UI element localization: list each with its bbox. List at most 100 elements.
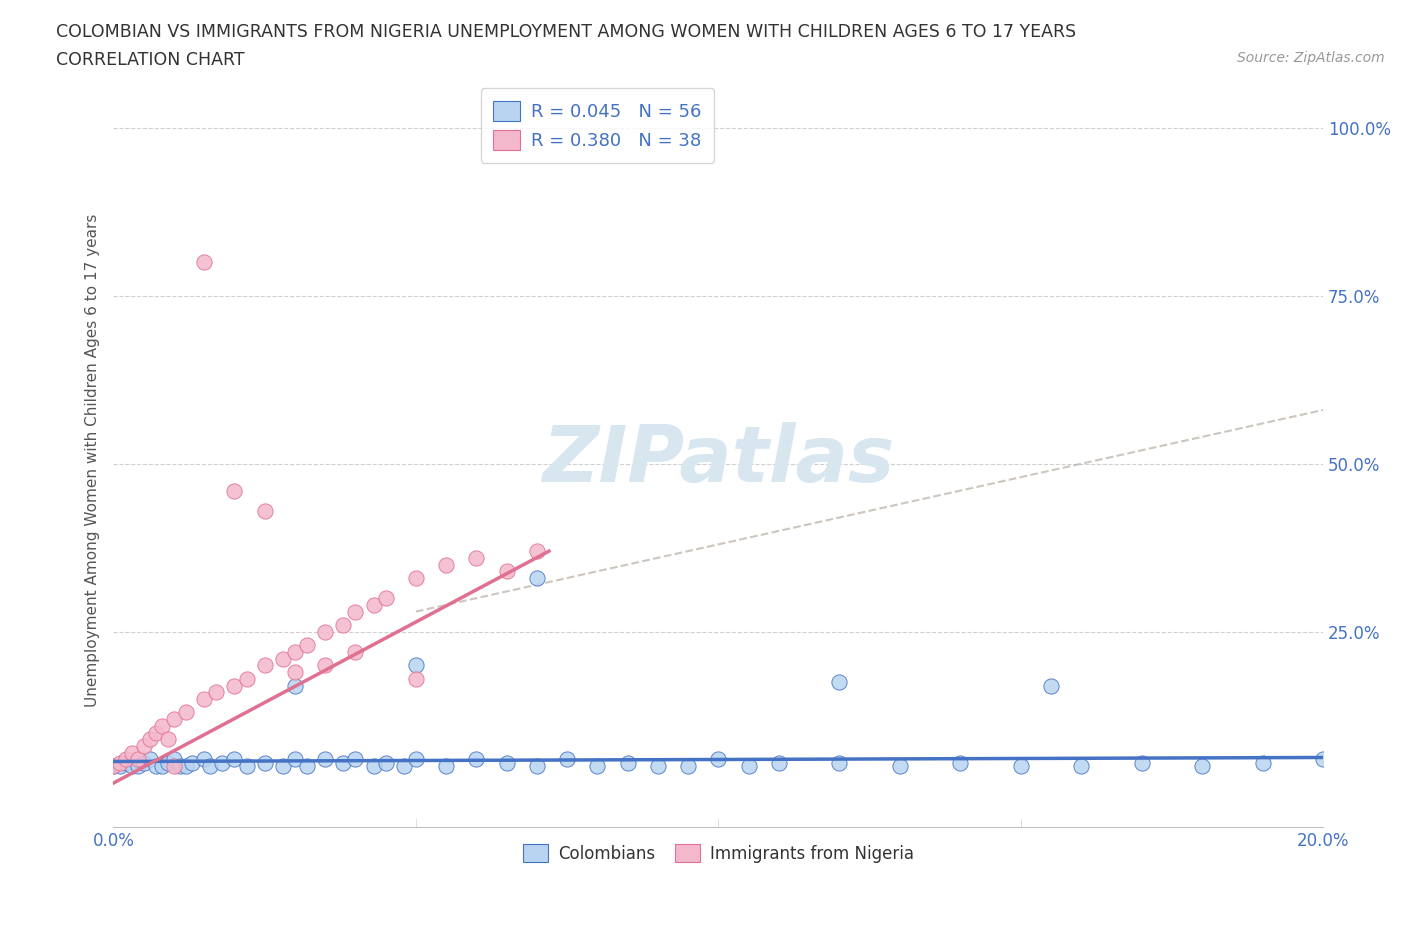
- Point: [314, 752, 336, 767]
- Y-axis label: Unemployment Among Women with Children Ages 6 to 17 years: Unemployment Among Women with Children A…: [86, 214, 100, 707]
- Point: [150, 719, 173, 734]
- Point: [555, 752, 578, 767]
- Point: [193, 752, 215, 767]
- Point: [295, 759, 318, 774]
- Point: [314, 624, 336, 639]
- Point: [1130, 755, 1153, 770]
- Point: [405, 571, 427, 586]
- Point: [1010, 759, 1032, 774]
- Point: [434, 759, 457, 774]
- Point: [374, 755, 396, 770]
- Text: Source: ZipAtlas.com: Source: ZipAtlas.com: [1237, 51, 1385, 65]
- Point: [163, 711, 186, 726]
- Point: [132, 755, 155, 770]
- Point: [495, 564, 517, 578]
- Point: [224, 752, 246, 767]
- Point: [889, 759, 911, 774]
- Point: [405, 671, 427, 686]
- Point: [828, 755, 851, 770]
- Point: [224, 678, 246, 693]
- Point: [163, 752, 186, 767]
- Point: [132, 738, 155, 753]
- Point: [145, 725, 167, 740]
- Point: [828, 675, 851, 690]
- Point: [332, 755, 354, 770]
- Point: [169, 759, 191, 774]
- Point: [434, 557, 457, 572]
- Point: [211, 755, 233, 770]
- Point: [193, 692, 215, 707]
- Point: [949, 755, 972, 770]
- Point: [737, 759, 759, 774]
- Point: [363, 759, 385, 774]
- Point: [181, 755, 204, 770]
- Point: [495, 755, 517, 770]
- Point: [344, 644, 367, 659]
- Point: [139, 732, 162, 747]
- Point: [284, 752, 307, 767]
- Point: [103, 759, 125, 774]
- Point: [121, 745, 143, 760]
- Point: [526, 571, 548, 586]
- Text: CORRELATION CHART: CORRELATION CHART: [56, 51, 245, 69]
- Point: [121, 759, 143, 774]
- Text: COLOMBIAN VS IMMIGRANTS FROM NIGERIA UNEMPLOYMENT AMONG WOMEN WITH CHILDREN AGES: COLOMBIAN VS IMMIGRANTS FROM NIGERIA UNE…: [56, 23, 1077, 41]
- Point: [1191, 759, 1213, 774]
- Point: [1251, 755, 1274, 770]
- Point: [707, 752, 730, 767]
- Point: [271, 759, 294, 774]
- Point: [284, 644, 307, 659]
- Point: [768, 755, 790, 770]
- Point: [676, 759, 699, 774]
- Point: [174, 759, 197, 774]
- Point: [405, 752, 427, 767]
- Point: [1312, 752, 1334, 767]
- Point: [205, 684, 228, 699]
- Point: [284, 678, 307, 693]
- Point: [163, 759, 186, 774]
- Point: [332, 618, 354, 632]
- Point: [174, 705, 197, 720]
- Point: [363, 597, 385, 612]
- Point: [253, 503, 276, 518]
- Point: [108, 755, 131, 770]
- Point: [1039, 678, 1062, 693]
- Point: [405, 658, 427, 672]
- Point: [114, 755, 136, 770]
- Point: [156, 732, 179, 747]
- Point: [235, 671, 257, 686]
- Point: [526, 759, 548, 774]
- Point: [295, 638, 318, 653]
- Legend: Colombians, Immigrants from Nigeria: Colombians, Immigrants from Nigeria: [516, 838, 921, 870]
- Point: [193, 255, 215, 270]
- Point: [150, 759, 173, 774]
- Point: [224, 484, 246, 498]
- Point: [103, 759, 125, 774]
- Point: [235, 759, 257, 774]
- Point: [156, 755, 179, 770]
- Point: [200, 759, 222, 774]
- Point: [647, 759, 669, 774]
- Point: [139, 752, 162, 767]
- Point: [253, 658, 276, 672]
- Text: ZIPatlas: ZIPatlas: [543, 422, 894, 498]
- Point: [253, 755, 276, 770]
- Point: [271, 651, 294, 666]
- Point: [127, 752, 149, 767]
- Point: [465, 752, 488, 767]
- Point: [344, 752, 367, 767]
- Point: [465, 551, 488, 565]
- Point: [314, 658, 336, 672]
- Point: [284, 665, 307, 680]
- Point: [127, 759, 149, 774]
- Point: [114, 752, 136, 767]
- Point: [392, 759, 415, 774]
- Point: [344, 604, 367, 619]
- Point: [145, 759, 167, 774]
- Point: [586, 759, 609, 774]
- Point: [526, 544, 548, 559]
- Point: [616, 755, 638, 770]
- Point: [1070, 759, 1092, 774]
- Point: [374, 591, 396, 605]
- Point: [108, 759, 131, 774]
